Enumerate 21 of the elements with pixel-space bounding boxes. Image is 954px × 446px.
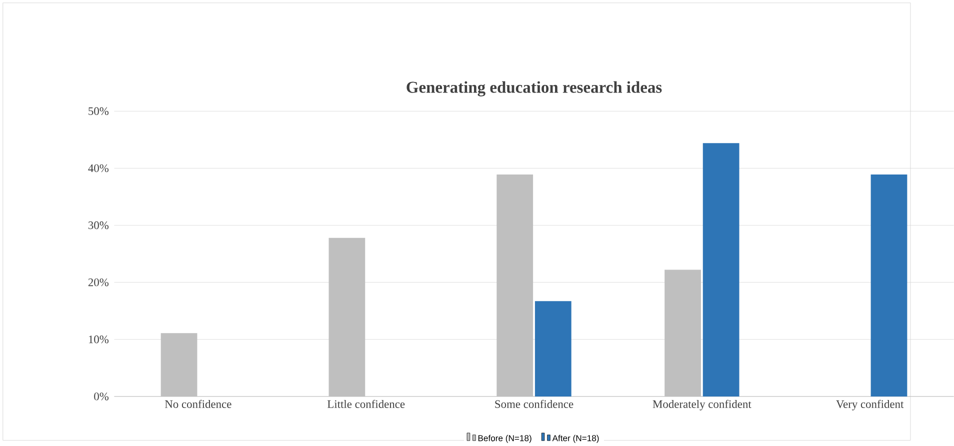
y-tick-label: 20% [88,278,109,286]
legend-label: Before (N=18) [478,434,532,443]
chart-title: Generating education research ideas [406,81,662,96]
legend-label: After (N=18) [552,434,599,443]
y-tick-label: 0% [94,392,109,400]
bar [160,332,198,396]
y-tick-label: 30% [88,221,109,229]
bar [534,301,572,396]
x-tick-label: Moderately confident [652,400,752,410]
bar [702,142,740,396]
x-tick-label: Very confident [836,400,904,410]
bar [870,174,908,396]
bar [496,174,534,396]
bar [328,238,366,396]
y-tick-label: 50% [88,107,109,115]
x-tick-label: Little confidence [327,400,405,408]
x-tick-label: Some confidence [495,400,574,408]
y-tick-label: 40% [88,164,109,172]
bar [664,270,701,396]
y-tick-label: 10% [88,335,109,344]
x-tick-label: No confidence [164,400,232,408]
